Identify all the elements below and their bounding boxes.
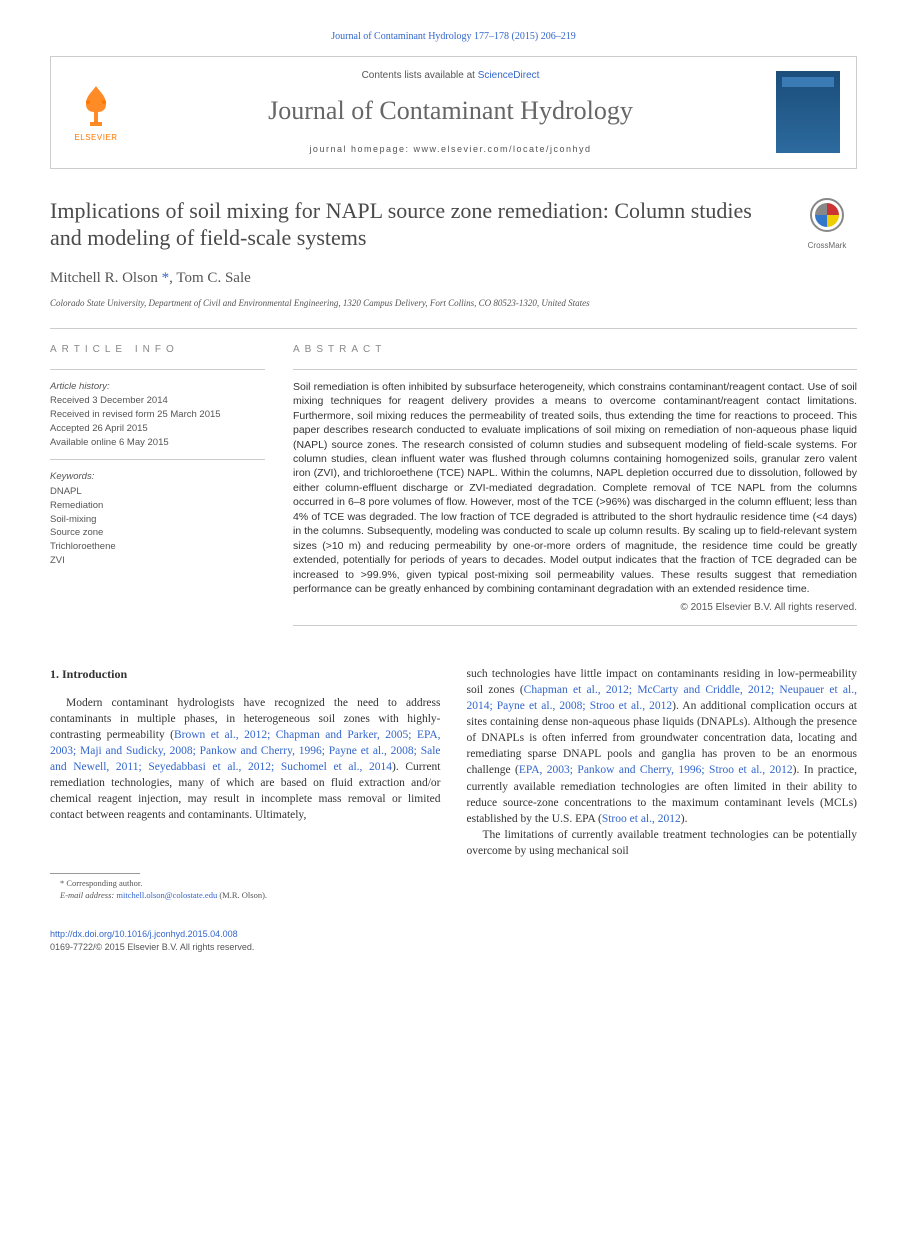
body-text: ). [681, 813, 688, 825]
history-line: Available online 6 May 2015 [50, 436, 265, 450]
journal-name: Journal of Contaminant Hydrology [139, 93, 762, 129]
author-1: Mitchell R. Olson [50, 270, 162, 286]
issn-copyright: 0169-7722/© 2015 Elsevier B.V. All right… [50, 941, 857, 954]
body-col-right: such technologies have little impact on … [467, 666, 858, 902]
crossmark-icon [809, 197, 845, 233]
doi-link[interactable]: http://dx.doi.org/10.1016/j.jconhyd.2015… [50, 928, 857, 941]
info-abstract-row: ARTICLE INFO Article history: Received 3… [50, 343, 857, 636]
publisher-box: ELSEVIER Contents lists available at Sci… [50, 56, 857, 169]
abstract-label: ABSTRACT [293, 343, 857, 357]
history-line: Received in revised form 25 March 2015 [50, 408, 265, 422]
title-row: Implications of soil mixing for NAPL sou… [50, 197, 857, 252]
citation-link[interactable]: EPA, 2003; Pankow and Cherry, 1996; Stro… [519, 764, 793, 776]
article-history: Article history: Received 3 December 201… [50, 380, 265, 450]
history-heading: Article history: [50, 380, 265, 394]
history-line: Accepted 26 April 2015 [50, 422, 265, 436]
footnote-corresponding: * Corresponding author. [50, 878, 441, 890]
email-post: (M.R. Olson). [217, 890, 267, 900]
divider [50, 328, 857, 329]
keyword: Soil-mixing [50, 513, 265, 527]
affiliation: Colorado State University, Department of… [50, 297, 857, 310]
journal-homepage[interactable]: journal homepage: www.elsevier.com/locat… [139, 143, 762, 156]
contents-line: Contents lists available at ScienceDirec… [139, 69, 762, 83]
article-info-label: ARTICLE INFO [50, 343, 265, 357]
email-link[interactable]: mitchell.olson@colostate.edu [116, 890, 217, 900]
info-divider [293, 369, 857, 370]
citation-link[interactable]: Stroo et al., 2012 [602, 813, 681, 825]
crossmark-label: CrossMark [797, 240, 857, 251]
info-divider [50, 369, 265, 370]
abstract-copyright: © 2015 Elsevier B.V. All rights reserved… [293, 601, 857, 615]
footnote-email: E-mail address: mitchell.olson@colostate… [50, 890, 441, 902]
sciencedirect-link[interactable]: ScienceDirect [478, 70, 540, 81]
history-line: Received 3 December 2014 [50, 394, 265, 408]
body-paragraph: The limitations of currently available t… [467, 827, 858, 859]
body-paragraph: such technologies have little impact on … [467, 666, 858, 827]
keywords-heading: Keywords: [50, 470, 265, 484]
header-citation: Journal of Contaminant Hydrology 177–178… [50, 30, 857, 44]
body-paragraph: Modern contaminant hydrologists have rec… [50, 695, 441, 824]
article-info-col: ARTICLE INFO Article history: Received 3… [50, 343, 265, 636]
abstract-text: Soil remediation is often inhibited by s… [293, 380, 857, 597]
elsevier-logo[interactable]: ELSEVIER [67, 78, 125, 146]
crossmark-badge[interactable]: CrossMark [797, 197, 857, 251]
journal-cover-thumbnail [776, 71, 840, 153]
info-divider [50, 459, 265, 460]
keyword: DNAPL [50, 485, 265, 499]
section-heading: 1. Introduction [50, 666, 441, 683]
info-divider [293, 625, 857, 626]
article-title: Implications of soil mixing for NAPL sou… [50, 197, 797, 252]
page-footer: http://dx.doi.org/10.1016/j.jconhyd.2015… [50, 928, 857, 953]
keywords-block: Keywords: DNAPL Remediation Soil-mixing … [50, 470, 265, 567]
publisher-center: Contents lists available at ScienceDirec… [139, 69, 762, 156]
body-columns: 1. Introduction Modern contaminant hydro… [50, 666, 857, 902]
abstract-col: ABSTRACT Soil remediation is often inhib… [293, 343, 857, 636]
keyword: ZVI [50, 554, 265, 568]
contents-prefix: Contents lists available at [362, 70, 478, 81]
keyword: Source zone [50, 526, 265, 540]
elsevier-wordmark: ELSEVIER [74, 132, 117, 143]
author-2: , Tom C. Sale [169, 270, 251, 286]
authors: Mitchell R. Olson *, Tom C. Sale [50, 268, 857, 289]
body-col-left: 1. Introduction Modern contaminant hydro… [50, 666, 441, 902]
keyword: Remediation [50, 499, 265, 513]
footnote-separator [50, 873, 140, 874]
email-label: E-mail address: [60, 890, 116, 900]
keyword: Trichloroethene [50, 540, 265, 554]
elsevier-tree-icon [72, 82, 120, 130]
